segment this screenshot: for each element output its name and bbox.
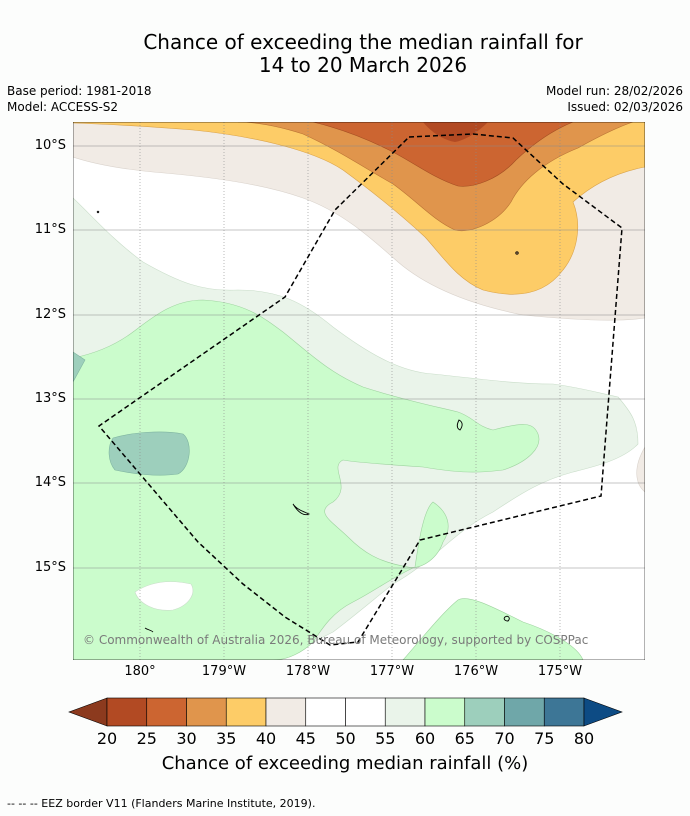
contour-20-25 <box>423 122 488 142</box>
contour-65-70-edge <box>73 351 86 383</box>
lon-label-177w: 177°W <box>369 664 415 679</box>
contour-60-65-south <box>402 598 584 660</box>
lat-label-12s: 12°S <box>34 307 66 322</box>
lon-label-179w: 179°W <box>201 664 247 679</box>
colorbar-tick-label: 65 <box>454 729 475 748</box>
lat-label-11s: 11°S <box>34 222 66 237</box>
colorbar-swatch <box>305 697 346 727</box>
base-period: Base period: 1981-2018 <box>7 84 152 98</box>
title-line-1: Chance of exceeding the median rainfall … <box>143 30 583 54</box>
lat-label-10s: 10°S <box>34 138 66 153</box>
colorbar-swatch <box>265 697 307 727</box>
rainfall-map <box>73 122 645 660</box>
island-outlines <box>96 210 519 633</box>
colorbar-swatch <box>345 697 386 727</box>
colorbar-tick-label: 35 <box>216 729 237 748</box>
lon-label-180: 180° <box>124 664 156 679</box>
colorbar-swatch <box>464 697 505 727</box>
run-info: Model run: 28/02/2026 Issued: 02/03/2026 <box>546 83 683 115</box>
lon-label-175w: 175°W <box>537 664 583 679</box>
colorbar-tick-label: 20 <box>96 729 118 748</box>
colorbar-under-arrow <box>68 697 108 727</box>
colorbar-swatch <box>384 697 426 727</box>
issued-date: Issued: 02/03/2026 <box>567 100 683 114</box>
lat-label-15s: 15°S <box>34 560 66 575</box>
colorbar-tick-label: 70 <box>494 729 515 748</box>
colorbar-swatch <box>543 697 585 727</box>
colorbar-swatch <box>225 697 267 727</box>
eez-border <box>97 133 623 646</box>
colorbar-tick-label: 50 <box>335 729 356 748</box>
lon-label-176w: 176°W <box>453 664 499 679</box>
colorbar-swatch <box>504 697 545 727</box>
colorbar-swatch <box>186 697 227 727</box>
colorbar-tick-label: 60 <box>414 729 436 748</box>
model-info: Base period: 1981-2018 Model: ACCESS-S2 <box>7 83 152 115</box>
colorbar-label: Chance of exceeding median rainfall (%) <box>161 753 529 774</box>
colorbar-tick-label: 40 <box>255 729 277 748</box>
colorbar-swatch <box>424 697 466 727</box>
model-name: Model: ACCESS-S2 <box>7 100 119 114</box>
colorbar-swatch <box>146 697 187 727</box>
colorbar-tick-label: 25 <box>136 729 157 748</box>
graticule <box>73 122 645 660</box>
colorbar <box>68 697 623 727</box>
colorbar-tick-label: 75 <box>534 729 555 748</box>
colorbar-swatch <box>106 697 148 727</box>
colorbar-tick-label: 45 <box>295 729 316 748</box>
colorbar-tick-label: 30 <box>176 729 197 748</box>
map-title: Chance of exceeding the median rainfall … <box>0 31 690 77</box>
title-line-2: 14 to 20 March 2026 <box>258 53 468 77</box>
lat-label-13s: 13°S <box>34 391 66 406</box>
lon-label-178w: 178°W <box>285 664 331 679</box>
copyright-notice: © Commonwealth of Australia 2026, Bureau… <box>83 633 589 647</box>
colorbar-over-arrow <box>583 697 623 727</box>
eez-footnote: -- -- -- EEZ border V11 (Flanders Marine… <box>7 797 316 810</box>
lat-label-14s: 14°S <box>34 475 66 490</box>
model-run: Model run: 28/02/2026 <box>545 84 683 98</box>
contour-60-65 <box>73 299 540 660</box>
colorbar-tick-label: 55 <box>375 729 396 748</box>
contour-65-70-west <box>108 431 190 476</box>
colorbar-tick-label: 80 <box>573 729 595 748</box>
contour-50-55-patch <box>134 581 194 611</box>
